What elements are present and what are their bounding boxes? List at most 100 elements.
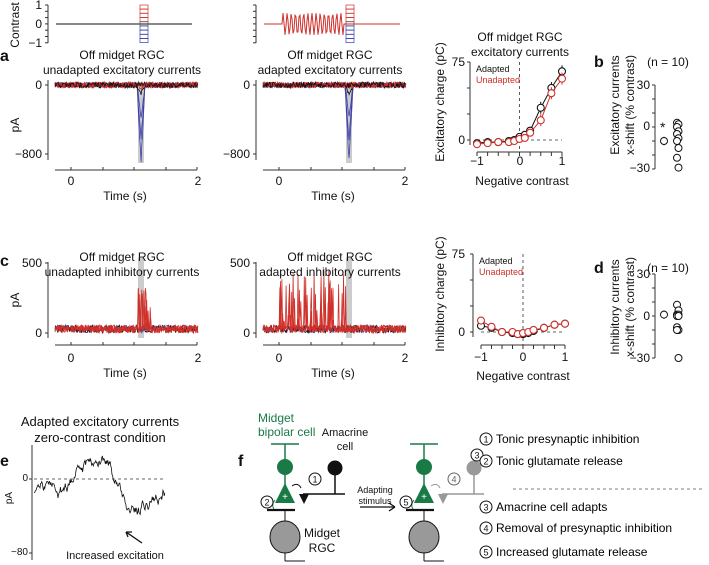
a2-ytick: −800 (222, 147, 250, 161)
legend-number-number: 4 (483, 524, 488, 534)
inh-shift-cell-point (673, 326, 681, 334)
contrast-flash-step (139, 8, 149, 14)
a-left-title: Off midget RGC (79, 48, 165, 62)
inh-shift-mean-point (660, 310, 668, 319)
circled-number (260, 495, 274, 509)
legend-number-number: 1 (483, 435, 488, 445)
contrast-flash-step (139, 25, 149, 31)
plus-sign: + (421, 492, 427, 503)
d-n: (n = 10) (647, 261, 689, 275)
contrast-flash-step (139, 4, 149, 10)
a-xtick: 0 (67, 174, 75, 188)
bipolar-terminal (414, 483, 434, 503)
legend-adapted: Adapted (479, 256, 513, 266)
legend-number-number: 2 (483, 457, 488, 467)
contrast-flash-step (139, 34, 149, 39)
a-xlabel: Time (s) (103, 189, 147, 203)
exc-ytick: 0 (458, 133, 465, 147)
legend-number (479, 432, 493, 446)
exc-charge-point-unadapted (547, 89, 556, 98)
inh-charge-point-unadapted (529, 325, 538, 334)
d-ylabel-1: Inhibitory currents (608, 259, 622, 355)
circled-number (308, 472, 322, 486)
e-ytick: 0 (22, 473, 28, 484)
c-right-title: Off midget RGC (287, 250, 373, 264)
a-ytick: 0 (35, 78, 42, 92)
charge-title: excitatory currents (470, 45, 570, 59)
rgc-label: Midget (303, 526, 341, 540)
circled-number-number: 1 (312, 475, 317, 485)
c-xlabel: Time (s) (103, 366, 147, 380)
exc-xtick: 0 (516, 154, 524, 168)
exc-xlabel: Negative contrast (475, 174, 569, 188)
contrast-flash-step (345, 8, 355, 14)
legend-item: Tonic glutamate release (496, 454, 623, 468)
c2-xtick: 2 (401, 351, 409, 365)
legend-number (479, 521, 493, 535)
inh-ylabel: Inhibitory charge (pC) (433, 236, 447, 352)
inhibitory-synapse (438, 494, 448, 504)
rgc-label: RGC (308, 541, 336, 555)
contrast-flash-step (139, 13, 149, 18)
e-ylabel: pA (4, 491, 15, 505)
legend-number (479, 545, 493, 559)
current-trace (54, 288, 199, 335)
panel-label-b: b (594, 54, 604, 71)
b-ytick: 30 (636, 78, 650, 92)
exc-shift-mean-point (660, 137, 668, 145)
legend-number-number: 3 (483, 503, 488, 513)
adapting-label: stimulus (358, 496, 392, 506)
b-n: (n = 10) (647, 55, 689, 69)
c-left-title: unadapted inhibitory currents (44, 265, 200, 279)
legend-adapted: Adapted (476, 64, 510, 74)
current-trace (54, 288, 199, 335)
adapting-arrow (360, 502, 396, 512)
charge-title: Off midget RGC (477, 30, 563, 44)
contrast-flash-step (345, 29, 355, 35)
inh-xlabel: Negative contrast (476, 369, 570, 383)
inh-ytick: 0 (458, 325, 465, 339)
plus-sign: + (282, 492, 288, 503)
inh-charge-point-unadapted (539, 323, 549, 332)
annotation-arrow (125, 531, 143, 544)
exc-charge-point-unadapted (557, 74, 567, 83)
b-ytick: −30 (629, 161, 650, 175)
c-xtick: 2 (194, 351, 202, 365)
exc-charge-point-unadapted (494, 138, 503, 147)
d-ytick: −30 (629, 351, 650, 365)
c-ytick: 0 (35, 326, 42, 340)
current-trace (262, 80, 407, 90)
contrast-flash-step (345, 38, 355, 43)
bipolar-terminal (275, 483, 295, 503)
b-ylabel-1: Excitatory currents (608, 55, 622, 155)
flash-shading (138, 85, 144, 163)
exc-charge-point-adapted (536, 103, 545, 112)
circled-number-number: 4 (451, 475, 456, 485)
contrast-flash-step (139, 38, 149, 43)
panel-label-e: e (0, 453, 9, 470)
inh-shift-cell-point (674, 354, 683, 362)
legend-item: Amacrine cell adapts (496, 500, 607, 514)
significance-star: * (660, 119, 666, 135)
stim-tick: 1 (35, 0, 42, 12)
circled-number-number: 2 (264, 498, 269, 508)
current-trace (262, 274, 407, 334)
legend-number (479, 500, 493, 514)
exc-charge-point-unadapted (526, 128, 535, 137)
exc-charge-point-unadapted (483, 139, 492, 148)
circled-number (447, 472, 461, 486)
c2-ytick: 0 (243, 326, 250, 340)
bipolar-label: bipolar cell (258, 425, 316, 439)
d-ytick: 30 (636, 267, 650, 281)
a2-xlabel: Time (s) (311, 189, 355, 203)
current-trace (54, 81, 199, 140)
inh-charge-point-unadapted (476, 316, 486, 325)
c-ytick: 500 (21, 256, 42, 270)
inh-xtick: −1 (474, 350, 488, 364)
c2-xlabel: Time (s) (311, 366, 355, 380)
exc-charge-point-unadapted (520, 133, 529, 142)
inh-charge-point-unadapted (487, 322, 496, 331)
c-xtick: 0 (67, 351, 75, 365)
exc-xtick: 1 (558, 154, 566, 168)
